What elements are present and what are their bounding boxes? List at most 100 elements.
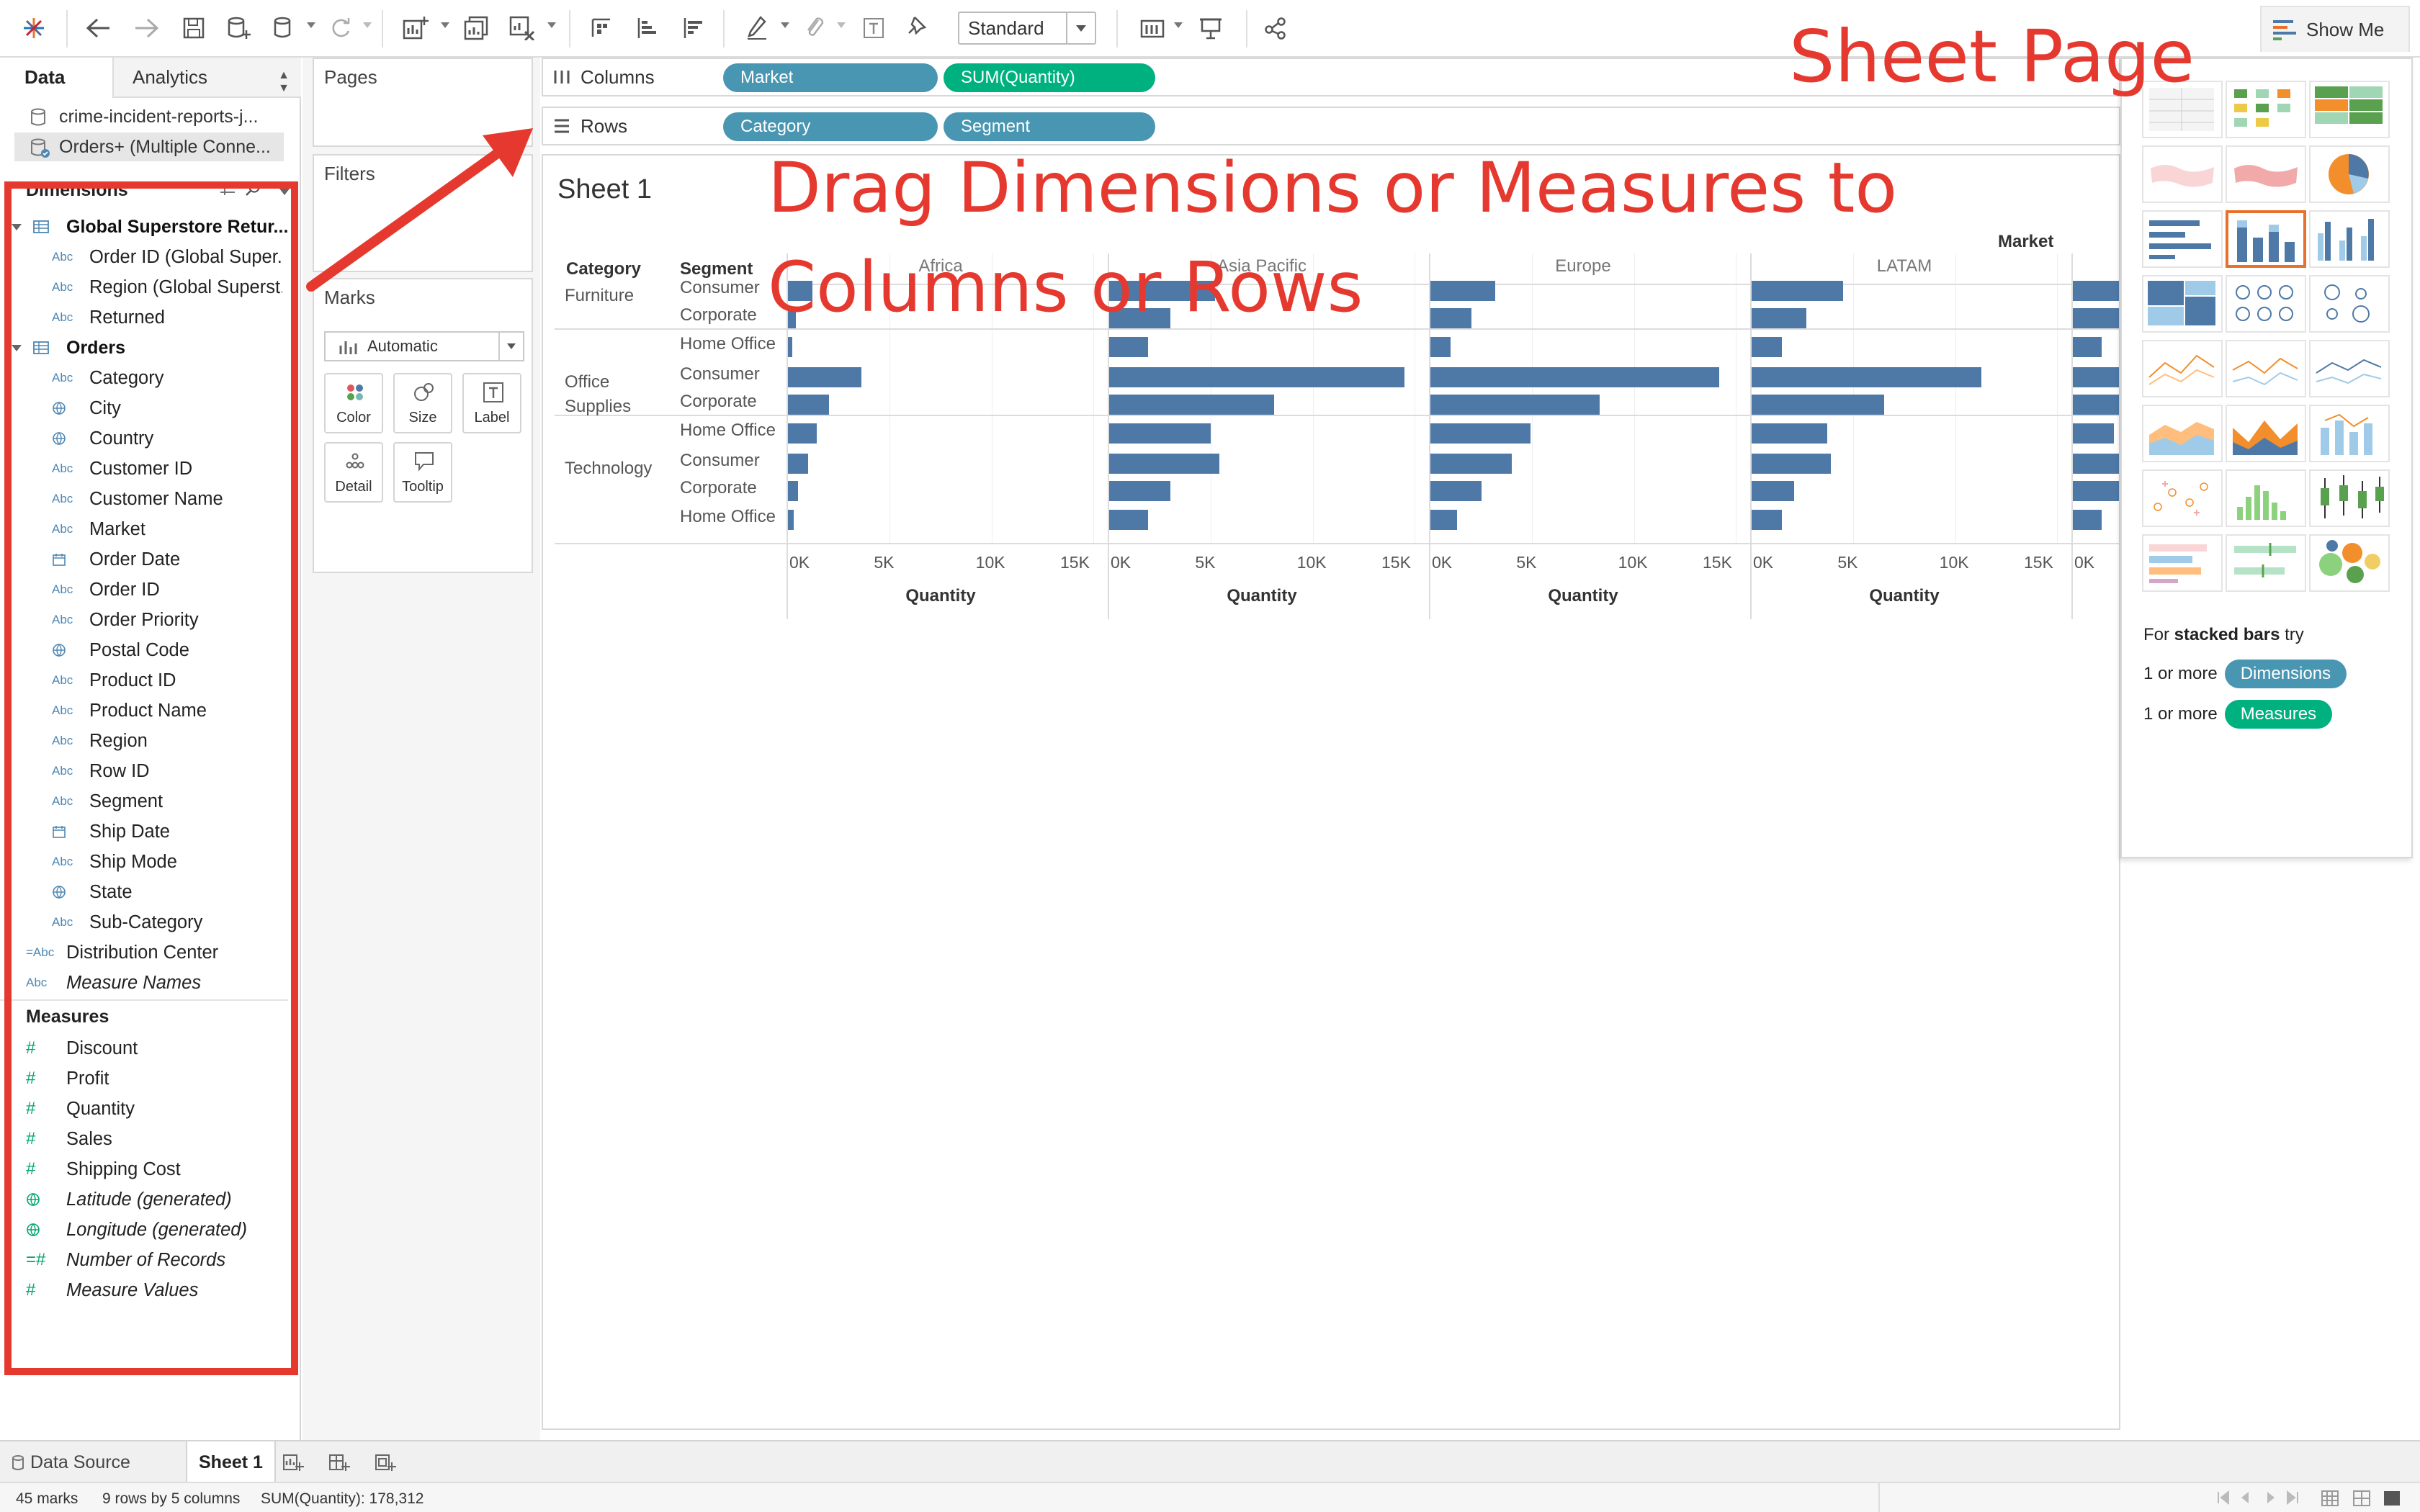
measure-field[interactable]: # Discount: [26, 1034, 138, 1063]
chart-type-thumbnail[interactable]: [2226, 145, 2306, 203]
presentation-mode-icon[interactable]: [1193, 10, 1229, 46]
sheet-1-tab[interactable]: Sheet 1: [186, 1441, 276, 1483]
measure-field[interactable]: # Shipping Cost: [26, 1155, 181, 1184]
dimension-field[interactable]: Abc Row ID: [52, 757, 282, 786]
group-collapse-caret-icon[interactable]: [12, 224, 22, 230]
pill-sum-quantity[interactable]: SUM(Quantity): [944, 63, 1155, 92]
data-source-tab[interactable]: Data Source: [12, 1446, 130, 1479]
measure-field[interactable]: =# Number of Records: [26, 1246, 225, 1274]
pin-axes-icon[interactable]: [900, 10, 936, 46]
show-me-button[interactable]: Show Me: [2260, 6, 2410, 52]
measure-field[interactable]: # Profit: [26, 1064, 109, 1093]
chart-type-thumbnail[interactable]: [2226, 534, 2306, 592]
dimension-field[interactable]: Abc Sub-Category: [52, 908, 282, 937]
dimension-field[interactable]: City: [52, 394, 282, 423]
save-icon[interactable]: [176, 10, 212, 46]
new-datasource-icon[interactable]: [220, 10, 256, 46]
chart-type-stacked-bars-selected[interactable]: [2226, 210, 2306, 268]
dimension-field[interactable]: Abc Product Name: [52, 696, 282, 725]
new-worksheet-icon[interactable]: [398, 10, 434, 46]
chart-type-thumbnail[interactable]: [2142, 145, 2223, 203]
size-button[interactable]: Size: [393, 373, 452, 433]
chart-type-thumbnail[interactable]: [2142, 210, 2223, 268]
dimension-field[interactable]: Abc Market: [52, 515, 282, 544]
tableau-logo-icon[interactable]: [16, 10, 52, 46]
chart-type-thumbnail[interactable]: [2309, 81, 2390, 138]
chart-type-thumbnail[interactable]: [2309, 469, 2390, 527]
duplicate-sheet-icon[interactable]: [458, 10, 494, 46]
clear-sheet-icon[interactable]: [504, 10, 540, 46]
chart-type-thumbnail[interactable]: [2142, 534, 2223, 592]
dimension-field[interactable]: Order Date: [52, 545, 282, 574]
chart-type-thumbnail[interactable]: [2309, 534, 2390, 592]
label-button[interactable]: Label: [462, 373, 521, 433]
rows-shelf[interactable]: Rows Category Segment: [542, 107, 2120, 145]
chart-type-thumbnail[interactable]: [2226, 340, 2306, 397]
pill-category[interactable]: Category: [723, 112, 938, 141]
datasource-item-selected[interactable]: Orders+ (Multiple Conne...: [14, 132, 284, 161]
dimension-field[interactable]: Abc Order ID (Global Super...: [52, 243, 282, 271]
chart-type-thumbnail[interactable]: [2142, 469, 2223, 527]
pause-updates-icon[interactable]: [266, 10, 302, 46]
datasource-item[interactable]: crime-incident-reports-j...: [14, 102, 284, 131]
chart-type-thumbnail[interactable]: [2226, 81, 2306, 138]
new-story-tab-icon[interactable]: [375, 1446, 396, 1479]
back-arrow-icon[interactable]: [81, 10, 117, 46]
view-size-dropdown[interactable]: Standard: [958, 12, 1096, 45]
group-collapse-caret-icon[interactable]: [12, 345, 22, 351]
dimension-field[interactable]: Abc Customer Name: [52, 485, 282, 513]
pages-card[interactable]: Pages: [313, 58, 533, 147]
new-dashboard-tab-icon[interactable]: [328, 1446, 350, 1479]
color-button[interactable]: Color: [324, 373, 383, 433]
pill-market[interactable]: Market: [723, 63, 938, 92]
dimension-field[interactable]: Postal Code: [52, 636, 282, 665]
measure-field[interactable]: Longitude (generated): [26, 1215, 247, 1244]
sort-ascending-icon[interactable]: [629, 10, 666, 46]
dimension-field[interactable]: State: [52, 878, 282, 906]
dimension-field[interactable]: Abc Returned: [52, 303, 282, 332]
dimension-field[interactable]: Abc Order ID: [52, 575, 282, 604]
chart-type-thumbnail[interactable]: [2226, 469, 2306, 527]
sort-descending-icon[interactable]: [676, 10, 712, 46]
highlight-icon[interactable]: [739, 10, 775, 46]
detail-button[interactable]: Detail: [324, 442, 383, 503]
chart-type-thumbnail[interactable]: [2226, 405, 2306, 462]
dimension-field[interactable]: Country: [52, 424, 282, 453]
filters-card[interactable]: Filters: [313, 154, 533, 272]
chart-type-thumbnail[interactable]: [2142, 405, 2223, 462]
table-group-name[interactable]: Global Superstore Retur...: [66, 217, 289, 237]
show-cards-icon[interactable]: [1135, 10, 1171, 46]
share-icon[interactable]: [1258, 10, 1294, 46]
dimension-field[interactable]: Ship Date: [52, 817, 282, 846]
chart-type-thumbnail[interactable]: [2226, 275, 2306, 333]
chart-type-thumbnail[interactable]: [2309, 210, 2390, 268]
chart-type-thumbnail[interactable]: [2309, 275, 2390, 333]
chart-type-thumbnail[interactable]: [2142, 81, 2223, 138]
tab-analytics[interactable]: Analytics ▲ ▼: [112, 58, 301, 98]
pill-segment[interactable]: Segment: [944, 112, 1155, 141]
measure-field[interactable]: Latitude (generated): [26, 1185, 232, 1214]
chart-type-thumbnail[interactable]: [2309, 340, 2390, 397]
dimension-field[interactable]: Abc Customer ID: [52, 454, 282, 483]
dimension-field[interactable]: Abc Category: [52, 364, 282, 392]
show-mark-labels-icon[interactable]: [856, 10, 892, 46]
dimension-field[interactable]: Abc Measure Names: [26, 968, 201, 997]
refresh-icon[interactable]: [323, 10, 359, 46]
dimension-field[interactable]: Abc Segment: [52, 787, 282, 816]
chart-type-thumbnail[interactable]: [2309, 145, 2390, 203]
tooltip-button[interactable]: Tooltip: [393, 442, 452, 503]
sheet-view-toggle-icon[interactable]: [2321, 1489, 2414, 1508]
new-worksheet-tab-icon[interactable]: [282, 1446, 304, 1479]
measure-field[interactable]: # Measure Values: [26, 1276, 198, 1305]
chart-type-thumbnail[interactable]: [2142, 340, 2223, 397]
swap-rows-columns-icon[interactable]: [583, 10, 619, 46]
dimension-field[interactable]: Abc Product ID: [52, 666, 282, 695]
dimension-field[interactable]: Abc Region: [52, 726, 282, 755]
tab-data[interactable]: Data: [0, 58, 112, 98]
sheet-navigation-icon[interactable]: [2215, 1489, 2309, 1506]
mark-type-dropdown[interactable]: Automatic: [324, 331, 524, 361]
table-group-name[interactable]: Orders: [66, 338, 125, 358]
dimension-field[interactable]: Abc Ship Mode: [52, 847, 282, 876]
pane-menu-caret-icon[interactable]: [279, 189, 290, 195]
columns-shelf[interactable]: Columns Market SUM(Quantity): [542, 58, 2120, 96]
